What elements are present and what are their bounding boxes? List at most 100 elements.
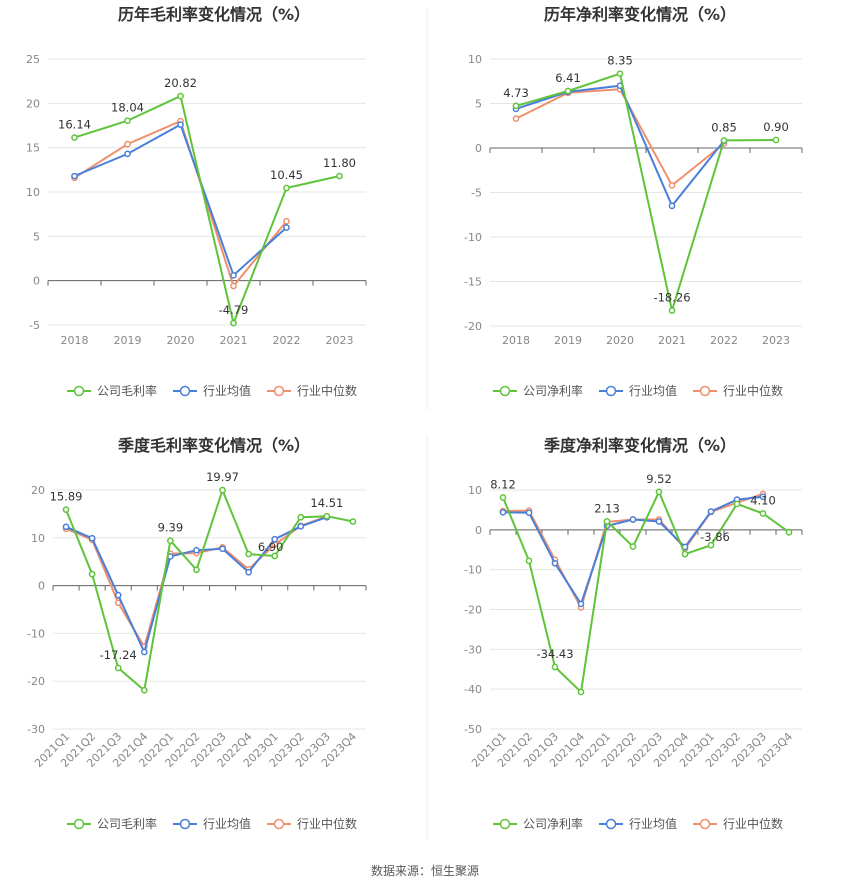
data-point — [283, 217, 290, 225]
data-point — [499, 508, 507, 516]
y-tick-label: -20 — [464, 604, 482, 617]
data-point — [577, 600, 585, 608]
data-label: 14.51 — [310, 496, 343, 510]
data-label: 4.10 — [750, 494, 776, 508]
legend-item-2: 行业均值 — [173, 383, 251, 398]
y-tick-label: 10 — [468, 53, 482, 66]
data-point — [759, 510, 767, 517]
series-industry-average — [512, 82, 728, 210]
series-line — [74, 94, 340, 327]
y-tick-label: 0 — [475, 142, 482, 155]
y-tick-label: 10 — [31, 532, 45, 545]
data-point — [512, 102, 520, 110]
legend-swatch-marker — [605, 818, 617, 830]
data-point — [124, 117, 131, 125]
data-point — [785, 528, 793, 536]
x-tick-label: 2018 — [61, 334, 89, 347]
y-tick-label: 25 — [26, 53, 40, 66]
series-company — [499, 488, 793, 696]
data-point — [512, 115, 520, 122]
data-point — [759, 493, 767, 501]
legend-label: 行业中位数 — [723, 383, 783, 398]
y-tick-label: -15 — [464, 276, 482, 289]
data-point — [219, 545, 226, 553]
series-line — [502, 489, 790, 695]
x-tick-label: 2021 — [658, 334, 686, 347]
legend-swatch-marker — [73, 818, 85, 830]
data-label: -18.26 — [653, 291, 690, 305]
data-label: 2.13 — [594, 501, 620, 515]
legend-label: 行业均值 — [629, 816, 677, 831]
data-point — [177, 121, 184, 128]
data-point — [499, 494, 507, 501]
y-tick-label: -5 — [29, 319, 40, 332]
data-point — [772, 136, 780, 144]
legend-item-3: 行业中位数 — [693, 816, 783, 831]
data-label: 4.73 — [503, 86, 529, 100]
legend-swatch-marker — [499, 818, 511, 830]
legend-label: 行业中位数 — [297, 816, 357, 831]
data-label: 0.90 — [763, 120, 789, 134]
data-label: 6.41 — [555, 71, 581, 85]
legend-label: 公司净利率 — [523, 383, 583, 398]
data-point — [668, 202, 676, 210]
data-point — [655, 518, 663, 525]
series-industry-median — [499, 490, 767, 611]
legend-swatch-marker — [699, 385, 711, 397]
series-industry-median — [71, 117, 290, 290]
data-point — [629, 543, 637, 550]
x-tick-label: 2018 — [502, 334, 530, 347]
x-tick-label: 2020 — [606, 334, 634, 347]
legend-item-3: 行业中位数 — [693, 383, 783, 398]
chart-title: 季度毛利率变化情况（%） — [117, 436, 310, 455]
data-point — [193, 546, 200, 554]
y-tick-label: -30 — [27, 723, 45, 736]
data-point — [297, 513, 305, 521]
data-point — [245, 568, 252, 576]
y-tick-label: 10 — [468, 484, 482, 497]
data-label: 16.14 — [58, 118, 91, 132]
y-tick-label: -20 — [464, 320, 482, 333]
data-point — [245, 550, 252, 558]
legend-label: 公司毛利率 — [97, 383, 157, 398]
y-tick-label: 0 — [475, 524, 482, 537]
y-tick-label: -10 — [464, 564, 482, 577]
data-point — [177, 92, 184, 100]
data-point — [71, 134, 78, 141]
legend-swatch-marker — [179, 818, 191, 830]
data-point — [668, 182, 676, 189]
data-point — [114, 591, 122, 599]
data-label: -34.43 — [536, 647, 573, 661]
data-point — [616, 70, 624, 78]
chart-panel-2: 历年净利率变化情况（%） -20 -15 -10 -5 0 5 10 2018 2019 2020 2… — [464, 5, 803, 398]
legend-label: 公司净利率 — [523, 816, 583, 831]
legend-swatch-marker — [699, 818, 711, 830]
x-tick-label: 2022 — [273, 334, 301, 347]
data-label: 20.82 — [164, 76, 197, 90]
series-line — [502, 493, 764, 611]
data-point — [551, 663, 559, 671]
data-point — [71, 172, 78, 180]
legend-swatch-marker — [273, 385, 285, 397]
legend-item-3: 行业中位数 — [267, 383, 357, 398]
legend-swatch-marker — [273, 818, 285, 830]
y-tick-label: 20 — [26, 97, 40, 110]
x-tick-label: 2020 — [167, 334, 195, 347]
legend-swatch-marker — [499, 385, 511, 397]
chart-title: 历年毛利率变化情况（%） — [118, 5, 310, 24]
y-tick-label: -5 — [471, 187, 482, 200]
chart-panel-4: 季度净利率变化情况（%）-50-40-30-20-100102021Q12021… — [464, 436, 803, 831]
y-tick-label: 0 — [33, 275, 40, 288]
data-point — [577, 688, 585, 696]
legend-swatch-marker — [73, 385, 85, 397]
data-point — [219, 486, 226, 494]
data-label: 0.85 — [711, 120, 737, 134]
data-label: 9.39 — [158, 521, 184, 535]
data-point — [271, 552, 279, 560]
data-label: 8.35 — [607, 54, 633, 68]
data-label: 9.52 — [646, 472, 672, 486]
series-company — [71, 92, 343, 327]
legend-item-2: 行业均值 — [599, 383, 677, 398]
legend-label: 行业中位数 — [723, 816, 783, 831]
